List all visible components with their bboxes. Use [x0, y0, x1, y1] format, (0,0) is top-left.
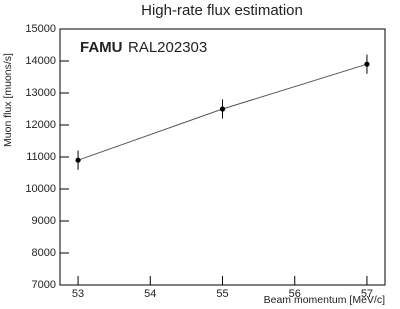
- y-axis-label: Muon flux [muons/s]: [2, 53, 14, 147]
- point: [75, 157, 81, 163]
- x-tick-label: 57: [361, 288, 373, 300]
- x-tick-label: 56: [289, 288, 301, 300]
- y-tick-label: 12000: [25, 119, 56, 131]
- annotation: FAMU: [80, 39, 123, 56]
- chart-title: High-rate flux estimation: [141, 2, 303, 19]
- x-tick-label: 53: [72, 288, 84, 300]
- y-tick-label: 15000: [25, 23, 56, 35]
- y-tick-label: 14000: [25, 55, 56, 67]
- x-tick-label: 55: [216, 288, 228, 300]
- annotation: RAL202303: [128, 39, 207, 56]
- x-tick-label: 54: [144, 288, 156, 300]
- y-tick-label: 13000: [25, 87, 56, 99]
- plot-frame: [59, 28, 386, 286]
- y-tick-label: 10000: [25, 183, 56, 195]
- point: [364, 61, 370, 67]
- y-tick-label: 11000: [26, 151, 56, 163]
- y-tick-label: 7000: [32, 279, 56, 291]
- x-axis-label: Beam momentum [MeV/c]: [264, 294, 385, 306]
- point: [219, 106, 226, 112]
- y-tick-label: 8000: [32, 247, 56, 259]
- y-tick-label: 9000: [32, 215, 56, 227]
